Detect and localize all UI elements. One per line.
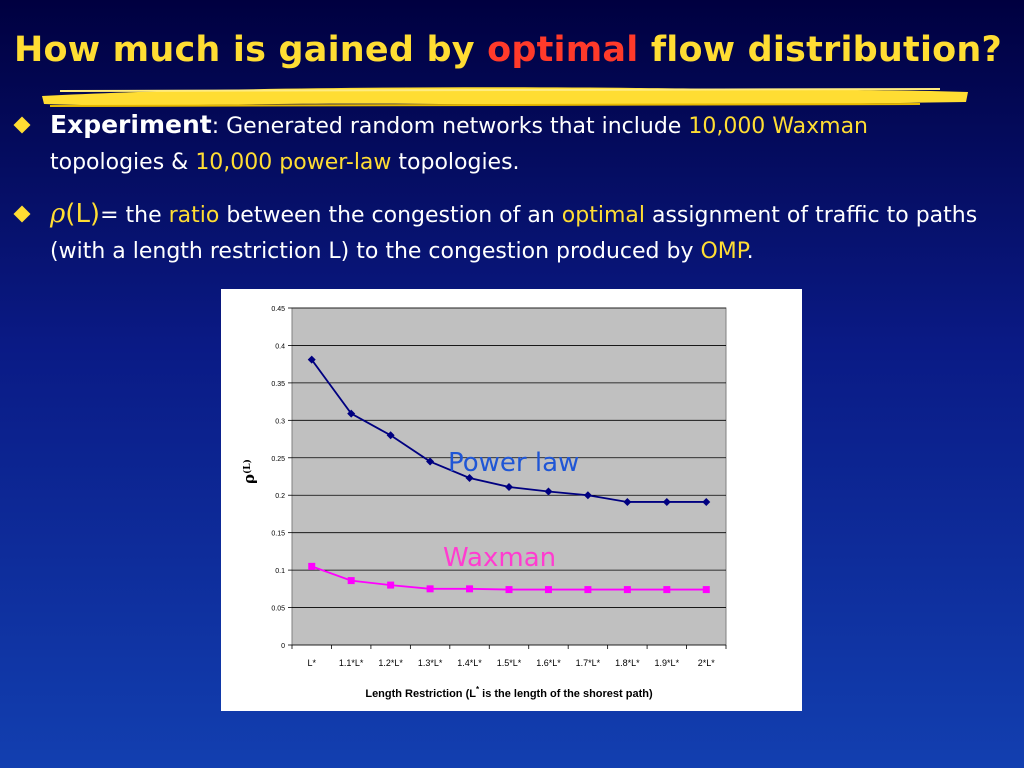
x-axis-label-part2: is the length of the shorest path)	[479, 688, 653, 700]
waxman-point	[426, 585, 434, 593]
y-axis-label-rho: ρ	[240, 474, 258, 484]
series-label-waxman: Waxman	[443, 543, 556, 573]
data-series: Power law Waxman	[307, 355, 711, 594]
experiment-text-2: topologies &	[50, 150, 196, 175]
x-tick-label: L*	[307, 658, 316, 668]
x-tick-label: 1.6*L*	[536, 658, 561, 668]
rho-symbol: ρ	[50, 199, 66, 229]
x-axis-label: Length Restriction (L* is the length of …	[365, 685, 653, 700]
power-law-point	[307, 355, 316, 364]
title-text-1: How much is gained by	[14, 30, 488, 70]
rho-text-4: .	[746, 239, 754, 264]
experiment-waxman-count: 10,000 Waxman	[688, 114, 869, 139]
waxman-point	[623, 586, 631, 594]
power-law-point	[505, 482, 513, 491]
power-law-point	[386, 431, 395, 440]
x-axis-label-part1: Length Restriction (L	[365, 688, 476, 700]
waxman-point	[308, 562, 316, 570]
x-tick-label: 1.5*L*	[497, 658, 522, 668]
waxman-point	[387, 581, 395, 589]
x-tick-label: 1.1*L*	[339, 658, 364, 668]
rho-text-1: = the	[100, 203, 169, 228]
x-tick-label: 1.8*L*	[615, 658, 640, 668]
x-tick-label: 1.2*L*	[378, 658, 403, 668]
waxman-point	[702, 586, 710, 594]
waxman-point	[544, 586, 552, 594]
x-axis-label-sup: *	[476, 685, 480, 694]
series-label-power-law: Power law	[448, 448, 579, 478]
x-tick-label: 1.4*L*	[457, 658, 482, 668]
waxman-point	[347, 577, 355, 585]
power-law-point	[702, 497, 711, 506]
chart-container: 0 0.05 0.1 0.15 0.2 0.25 0.3 0.35 0.4 0.45 L* 1.1*…	[221, 289, 802, 711]
x-tick-label: 1.3*L*	[418, 658, 443, 668]
y-tick-label: 0.35	[271, 381, 285, 388]
rho-omp-word: OMP	[700, 239, 747, 264]
congestion-ratio-chart: 0 0.05 0.1 0.15 0.2 0.25 0.3 0.35 0.4 0.45 L* 1.1*…	[240, 306, 727, 700]
waxman-point	[584, 586, 592, 594]
bullet-rho-definition: ρ(L)= the ratio between the congestion o…	[13, 196, 1016, 270]
waxman-point	[663, 586, 671, 594]
power-law-point	[623, 497, 632, 506]
waxman-point	[505, 586, 513, 594]
experiment-colon: :	[211, 114, 220, 139]
power-law-point	[662, 497, 671, 506]
title-highlight: optimal	[487, 30, 639, 70]
x-tick-label: 1.7*L*	[576, 658, 601, 668]
x-tick-label: 1.9*L*	[655, 658, 680, 668]
title-text-2: flow distribution?	[638, 30, 1003, 70]
y-tick-label: 0.45	[271, 306, 285, 313]
title-underline-brushstroke	[42, 87, 968, 107]
y-tick-label: 0.15	[271, 531, 285, 538]
y-axis-label-sub: (L)	[242, 459, 253, 474]
rho-optimal-word: optimal	[561, 203, 645, 228]
x-tick-label: 2*L*	[698, 658, 716, 668]
slide-title: How much is gained by optimal flow distr…	[14, 30, 1024, 70]
y-tick-labels: 0 0.05 0.1 0.15 0.2 0.25 0.3 0.35 0.4 0.45	[271, 306, 285, 650]
y-tick-label: 0.05	[271, 606, 285, 613]
power-law-point	[347, 409, 356, 418]
experiment-powerlaw-count: 10,000 power-law	[195, 150, 392, 175]
rho-text-2: between the congestion of an	[219, 203, 562, 228]
y-tick-label: 0.2	[275, 493, 285, 500]
experiment-text-3: topologies.	[391, 150, 520, 175]
y-tick-label: 0.4	[275, 343, 285, 350]
x-tick-labels: L* 1.1*L* 1.2*L* 1.3*L* 1.4*L* 1.5*L* 1.6*L* 1.…	[307, 658, 715, 668]
y-axis-label: ρ(L)	[240, 459, 258, 484]
rho-ratio-word: ratio	[168, 203, 220, 228]
diamond-bullet-icon	[13, 116, 31, 134]
power-law-point	[426, 457, 435, 466]
rho-argument: (L)	[65, 199, 101, 229]
experiment-text-1: Generated random networks that include	[219, 114, 689, 139]
diamond-bullet-icon	[13, 205, 31, 223]
rho-text-3: assignment of traffic to paths (with a l…	[50, 203, 978, 264]
y-tick-label: 0.3	[275, 418, 285, 425]
y-tick-label: 0.25	[271, 456, 285, 463]
y-tick-label: 0.1	[275, 568, 285, 575]
bullet-experiment: Experiment: Generated random networks th…	[13, 107, 1016, 181]
waxman-point	[466, 585, 474, 593]
power-law-point	[583, 491, 592, 500]
power-law-point	[465, 473, 474, 482]
y-tick-label: 0	[281, 643, 285, 650]
power-law-point	[544, 487, 553, 496]
experiment-term: Experiment	[50, 110, 212, 139]
